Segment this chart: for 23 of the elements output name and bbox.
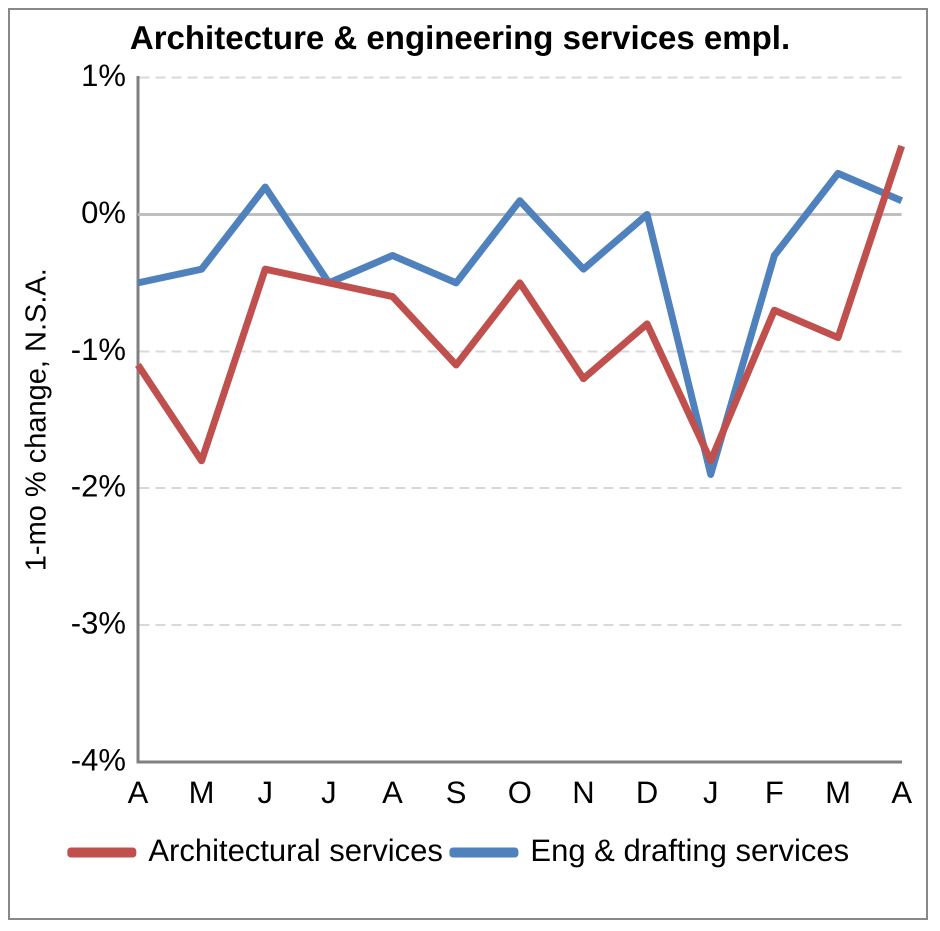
x-tick-label: J xyxy=(257,774,273,810)
x-tick-label: A xyxy=(128,774,149,810)
legend-label: Eng & drafting services xyxy=(530,833,850,868)
x-tick-label: S xyxy=(446,774,466,810)
x-tick-label: N xyxy=(572,774,595,810)
y-tick-label: 0% xyxy=(81,194,126,230)
y-tick-label: -2% xyxy=(70,468,126,504)
y-tick-label: 1% xyxy=(81,58,126,94)
x-tick-label: F xyxy=(764,774,784,810)
legend-label: Architectural services xyxy=(148,833,443,868)
x-tick-label: A xyxy=(382,774,404,810)
x-tick-label: M xyxy=(825,774,851,810)
x-tick-label: M xyxy=(188,774,214,810)
x-tick-label: J xyxy=(702,774,718,810)
y-tick-label: -1% xyxy=(70,332,126,367)
x-tick-label: D xyxy=(636,774,658,810)
y-axis-title: 1-mo % change, N.S.A. xyxy=(20,268,52,572)
x-tick-label: J xyxy=(321,774,337,810)
x-tick-label: O xyxy=(508,774,532,810)
chart-title: Architecture & engineering services empl. xyxy=(130,18,790,56)
y-tick-label: -4% xyxy=(70,742,126,778)
x-tick-label: A xyxy=(891,774,912,810)
y-tick-label: -3% xyxy=(70,606,126,641)
